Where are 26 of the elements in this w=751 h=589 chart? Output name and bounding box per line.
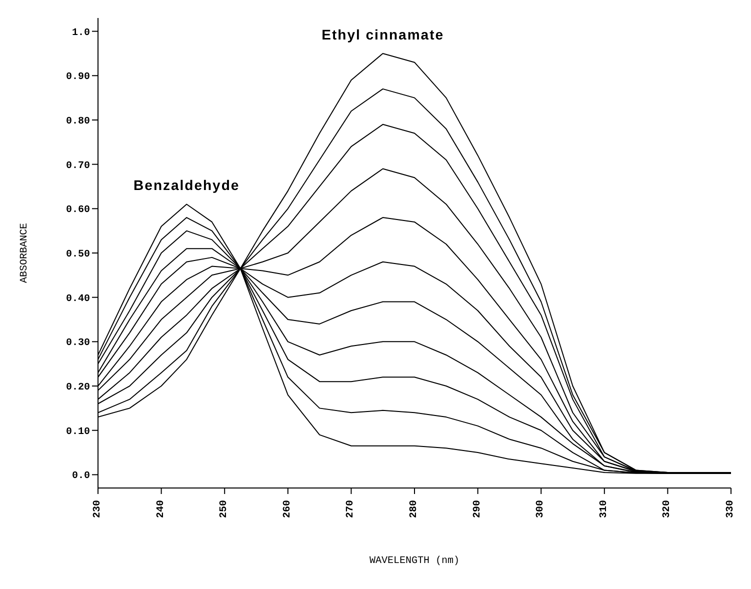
y-tick-label: 0.90 [66, 72, 90, 84]
x-tick-label: 330 [726, 500, 736, 518]
x-tick-label: 300 [536, 500, 547, 518]
x-axis-title: WAVELENGTH (nm) [369, 555, 460, 567]
x-tick-label: 240 [156, 500, 167, 518]
x-tick-label: 250 [219, 500, 230, 518]
annotation: Ethyl cinnamate [322, 26, 444, 42]
y-tick-label: 1.0 [72, 28, 90, 39]
y-tick-label: 0.60 [66, 205, 90, 216]
x-tick-label: 280 [409, 500, 420, 518]
x-tick-label: 230 [92, 500, 104, 518]
y-tick-label: 0.20 [66, 382, 90, 394]
x-tick-label: 320 [662, 500, 674, 518]
y-tick-label: 0.30 [66, 338, 90, 350]
y-tick-label: 0.0 [72, 471, 90, 482]
x-tick-label: 310 [598, 500, 610, 518]
y-axis-title: ABSORBANCE [20, 222, 31, 284]
y-tick-label: 0.40 [66, 294, 90, 305]
y-tick-label: 0.70 [66, 160, 90, 172]
annotation: Benzaldehyde [134, 177, 240, 194]
y-tick-label: 0.50 [66, 250, 90, 261]
y-tick-label: 0.80 [66, 116, 90, 128]
x-tick-label: 270 [346, 500, 357, 518]
x-tick-label: 260 [282, 500, 294, 518]
y-tick-label: 0.10 [66, 426, 90, 438]
x-tick-label: 290 [472, 500, 484, 518]
